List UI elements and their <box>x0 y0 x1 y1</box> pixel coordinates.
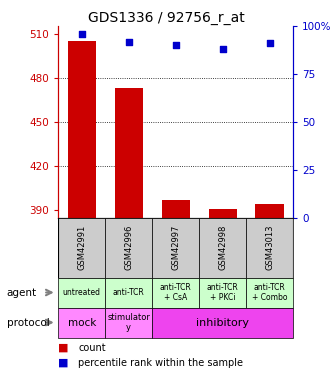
Text: agent: agent <box>7 288 37 297</box>
Text: anti-TCR
+ CsA: anti-TCR + CsA <box>160 283 191 302</box>
Text: GSM43013: GSM43013 <box>265 225 274 270</box>
Bar <box>68 41 96 218</box>
Bar <box>152 278 199 308</box>
Point <box>126 39 131 45</box>
Point <box>220 46 225 52</box>
Bar <box>105 308 152 338</box>
Bar <box>199 278 246 308</box>
Text: GSM42997: GSM42997 <box>171 225 180 270</box>
Text: GSM42991: GSM42991 <box>77 225 86 270</box>
Text: stimulator
y: stimulator y <box>107 313 150 332</box>
Bar <box>199 217 246 278</box>
Text: untreated: untreated <box>63 288 101 297</box>
Text: anti-TCR
+ Combo: anti-TCR + Combo <box>252 283 287 302</box>
Bar <box>58 217 105 278</box>
Bar <box>208 209 237 218</box>
Bar <box>105 217 152 278</box>
Text: GDS1336 / 92756_r_at: GDS1336 / 92756_r_at <box>88 11 245 25</box>
Text: anti-TCR
+ PKCi: anti-TCR + PKCi <box>207 283 238 302</box>
Text: GSM42996: GSM42996 <box>124 225 133 270</box>
Bar <box>58 308 105 338</box>
Text: anti-TCR: anti-TCR <box>113 288 145 297</box>
Text: inhibitory: inhibitory <box>196 318 249 327</box>
Text: count: count <box>78 343 106 352</box>
Bar <box>246 278 293 308</box>
Bar <box>152 308 293 338</box>
Text: protocol: protocol <box>7 318 49 327</box>
Bar <box>162 200 190 217</box>
Text: percentile rank within the sample: percentile rank within the sample <box>78 358 243 368</box>
Text: GSM42998: GSM42998 <box>218 225 227 270</box>
Bar <box>246 217 293 278</box>
Text: ■: ■ <box>58 343 69 352</box>
Bar <box>115 88 143 218</box>
Bar <box>105 278 152 308</box>
Bar <box>58 278 105 308</box>
Point <box>173 42 178 48</box>
Point <box>79 31 84 37</box>
Bar <box>255 204 284 218</box>
Text: ■: ■ <box>58 358 69 368</box>
Point <box>267 40 272 46</box>
Bar <box>152 217 199 278</box>
Text: mock: mock <box>68 318 96 327</box>
